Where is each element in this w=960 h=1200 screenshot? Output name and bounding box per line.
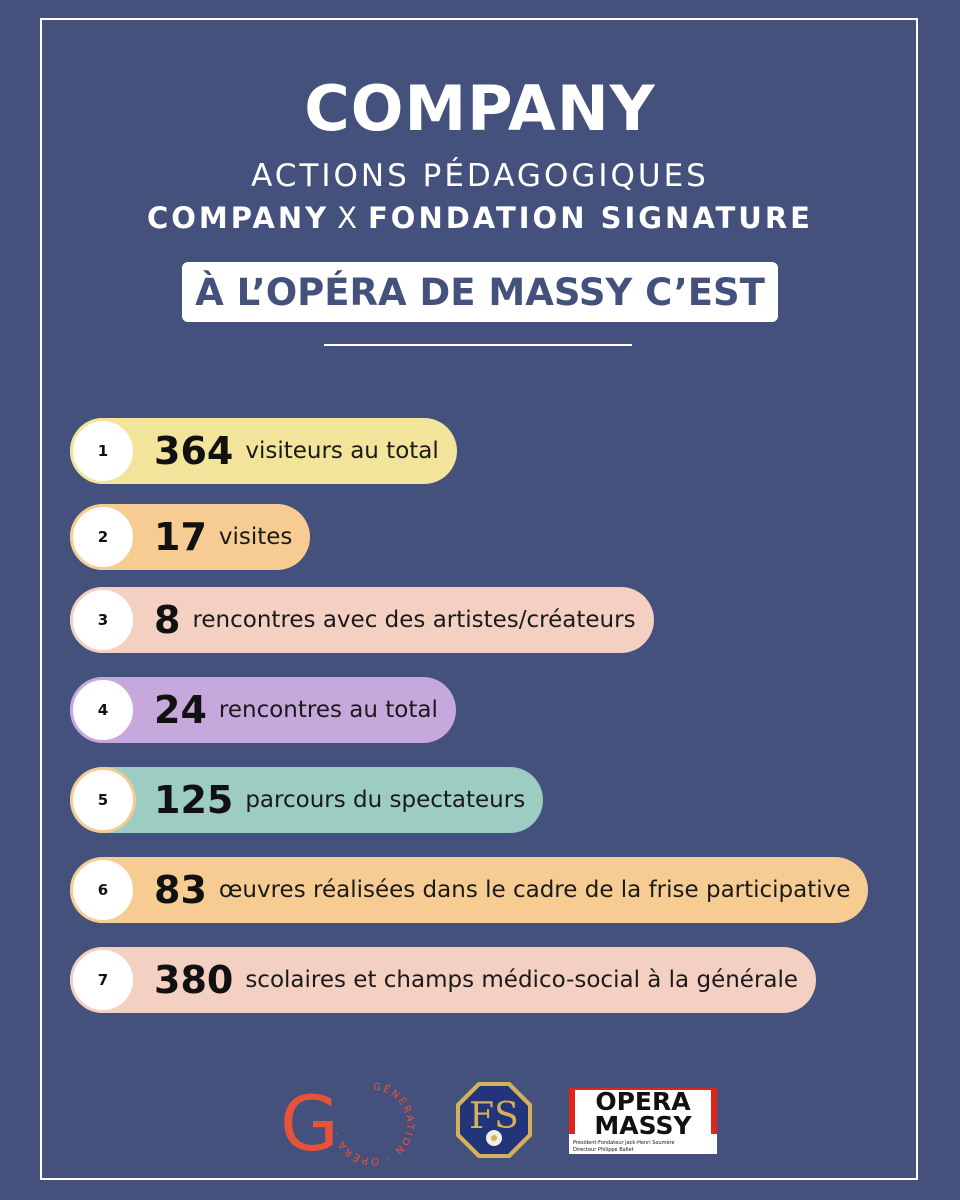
stat-number: 17 <box>154 515 207 559</box>
partner-separator: X <box>337 201 360 235</box>
stat-row: 5 125 parcours du spectateurs <box>70 767 544 833</box>
stat-description: visites <box>218 524 293 550</box>
stat-number: 24 <box>154 688 207 732</box>
stat-description: œuvres réalisées dans le cadre de la fri… <box>218 877 851 903</box>
stat-number: 83 <box>154 868 207 912</box>
stat-rank-badge: 3 <box>70 587 136 653</box>
stat-row: 7 380 scolaires et champs médico-social à … <box>70 947 817 1013</box>
generation-opera-letter: G <box>280 1080 339 1166</box>
stat-number: 380 <box>154 958 234 1002</box>
partners-line: COMPANY X FONDATION SIGNATURE <box>0 201 960 235</box>
partner-fondation: FONDATION SIGNATURE <box>367 201 813 235</box>
stat-description: rencontres avec des artistes/créateurs <box>192 607 636 633</box>
stat-rank-badge: 6 <box>70 857 136 923</box>
stat-description: scolaires et champs médico-social à la g… <box>245 967 799 993</box>
page-title: COMPANY <box>304 72 656 145</box>
fondation-signature-logo: FS <box>456 1082 532 1158</box>
stat-description: parcours du spectateurs <box>245 787 526 813</box>
logos-footer: G GÉNÉRATION · OPÉRA · FS OPERA MASSY Pr… <box>0 1080 960 1170</box>
border-frame <box>40 18 918 1180</box>
opera-massy-credits-1: Président-Fondateur Jack-Henri Soumère <box>573 1140 675 1146</box>
stat-description: visiteurs au total <box>245 438 439 464</box>
stat-rank-badge: 5 <box>70 767 136 833</box>
stat-row: 6 83 œuvres réalisées dans le cadre de la … <box>70 857 869 923</box>
opera-massy-credits-2: Directeur Philippe Ballet <box>573 1147 634 1153</box>
stat-rank-badge: 4 <box>70 677 136 743</box>
generation-opera-ring-label: GÉNÉRATION · OPÉRA · <box>331 1082 413 1166</box>
stat-rank-badge: 1 <box>70 418 136 484</box>
page-subtitle: ACTIONS PÉDAGOGIQUES <box>251 158 709 194</box>
stat-number: 364 <box>154 429 234 473</box>
generation-opera-ring-text: GÉNÉRATION · OPÉRA · <box>331 1082 415 1166</box>
stat-row: 2 17 visites <box>70 504 311 570</box>
opera-massy-line1: OPERA <box>575 1089 711 1114</box>
stat-rank-badge: 7 <box>70 947 136 1013</box>
opera-massy-logo: OPERA MASSY Président-Fondateur Jack-Hen… <box>569 1088 717 1154</box>
stat-number: 125 <box>154 778 234 822</box>
stat-number: 8 <box>154 598 181 642</box>
divider <box>324 344 632 346</box>
generation-opera-logo: G GÉNÉRATION · OPÉRA · <box>280 1080 415 1166</box>
stat-description: rencontres au total <box>218 697 438 723</box>
stat-row: 1 364 visiteurs au total <box>70 418 457 484</box>
stat-rank-badge: 2 <box>70 504 136 570</box>
partner-company: COMPANY <box>147 201 330 235</box>
stat-row: 4 24 rencontres au total <box>70 677 456 743</box>
opera-massy-line2: MASSY <box>575 1113 711 1138</box>
stat-row: 3 8 rencontres avec des artistes/créateurs <box>70 587 654 653</box>
venue-banner: À L’OPÉRA DE MASSY C’EST <box>182 262 778 322</box>
